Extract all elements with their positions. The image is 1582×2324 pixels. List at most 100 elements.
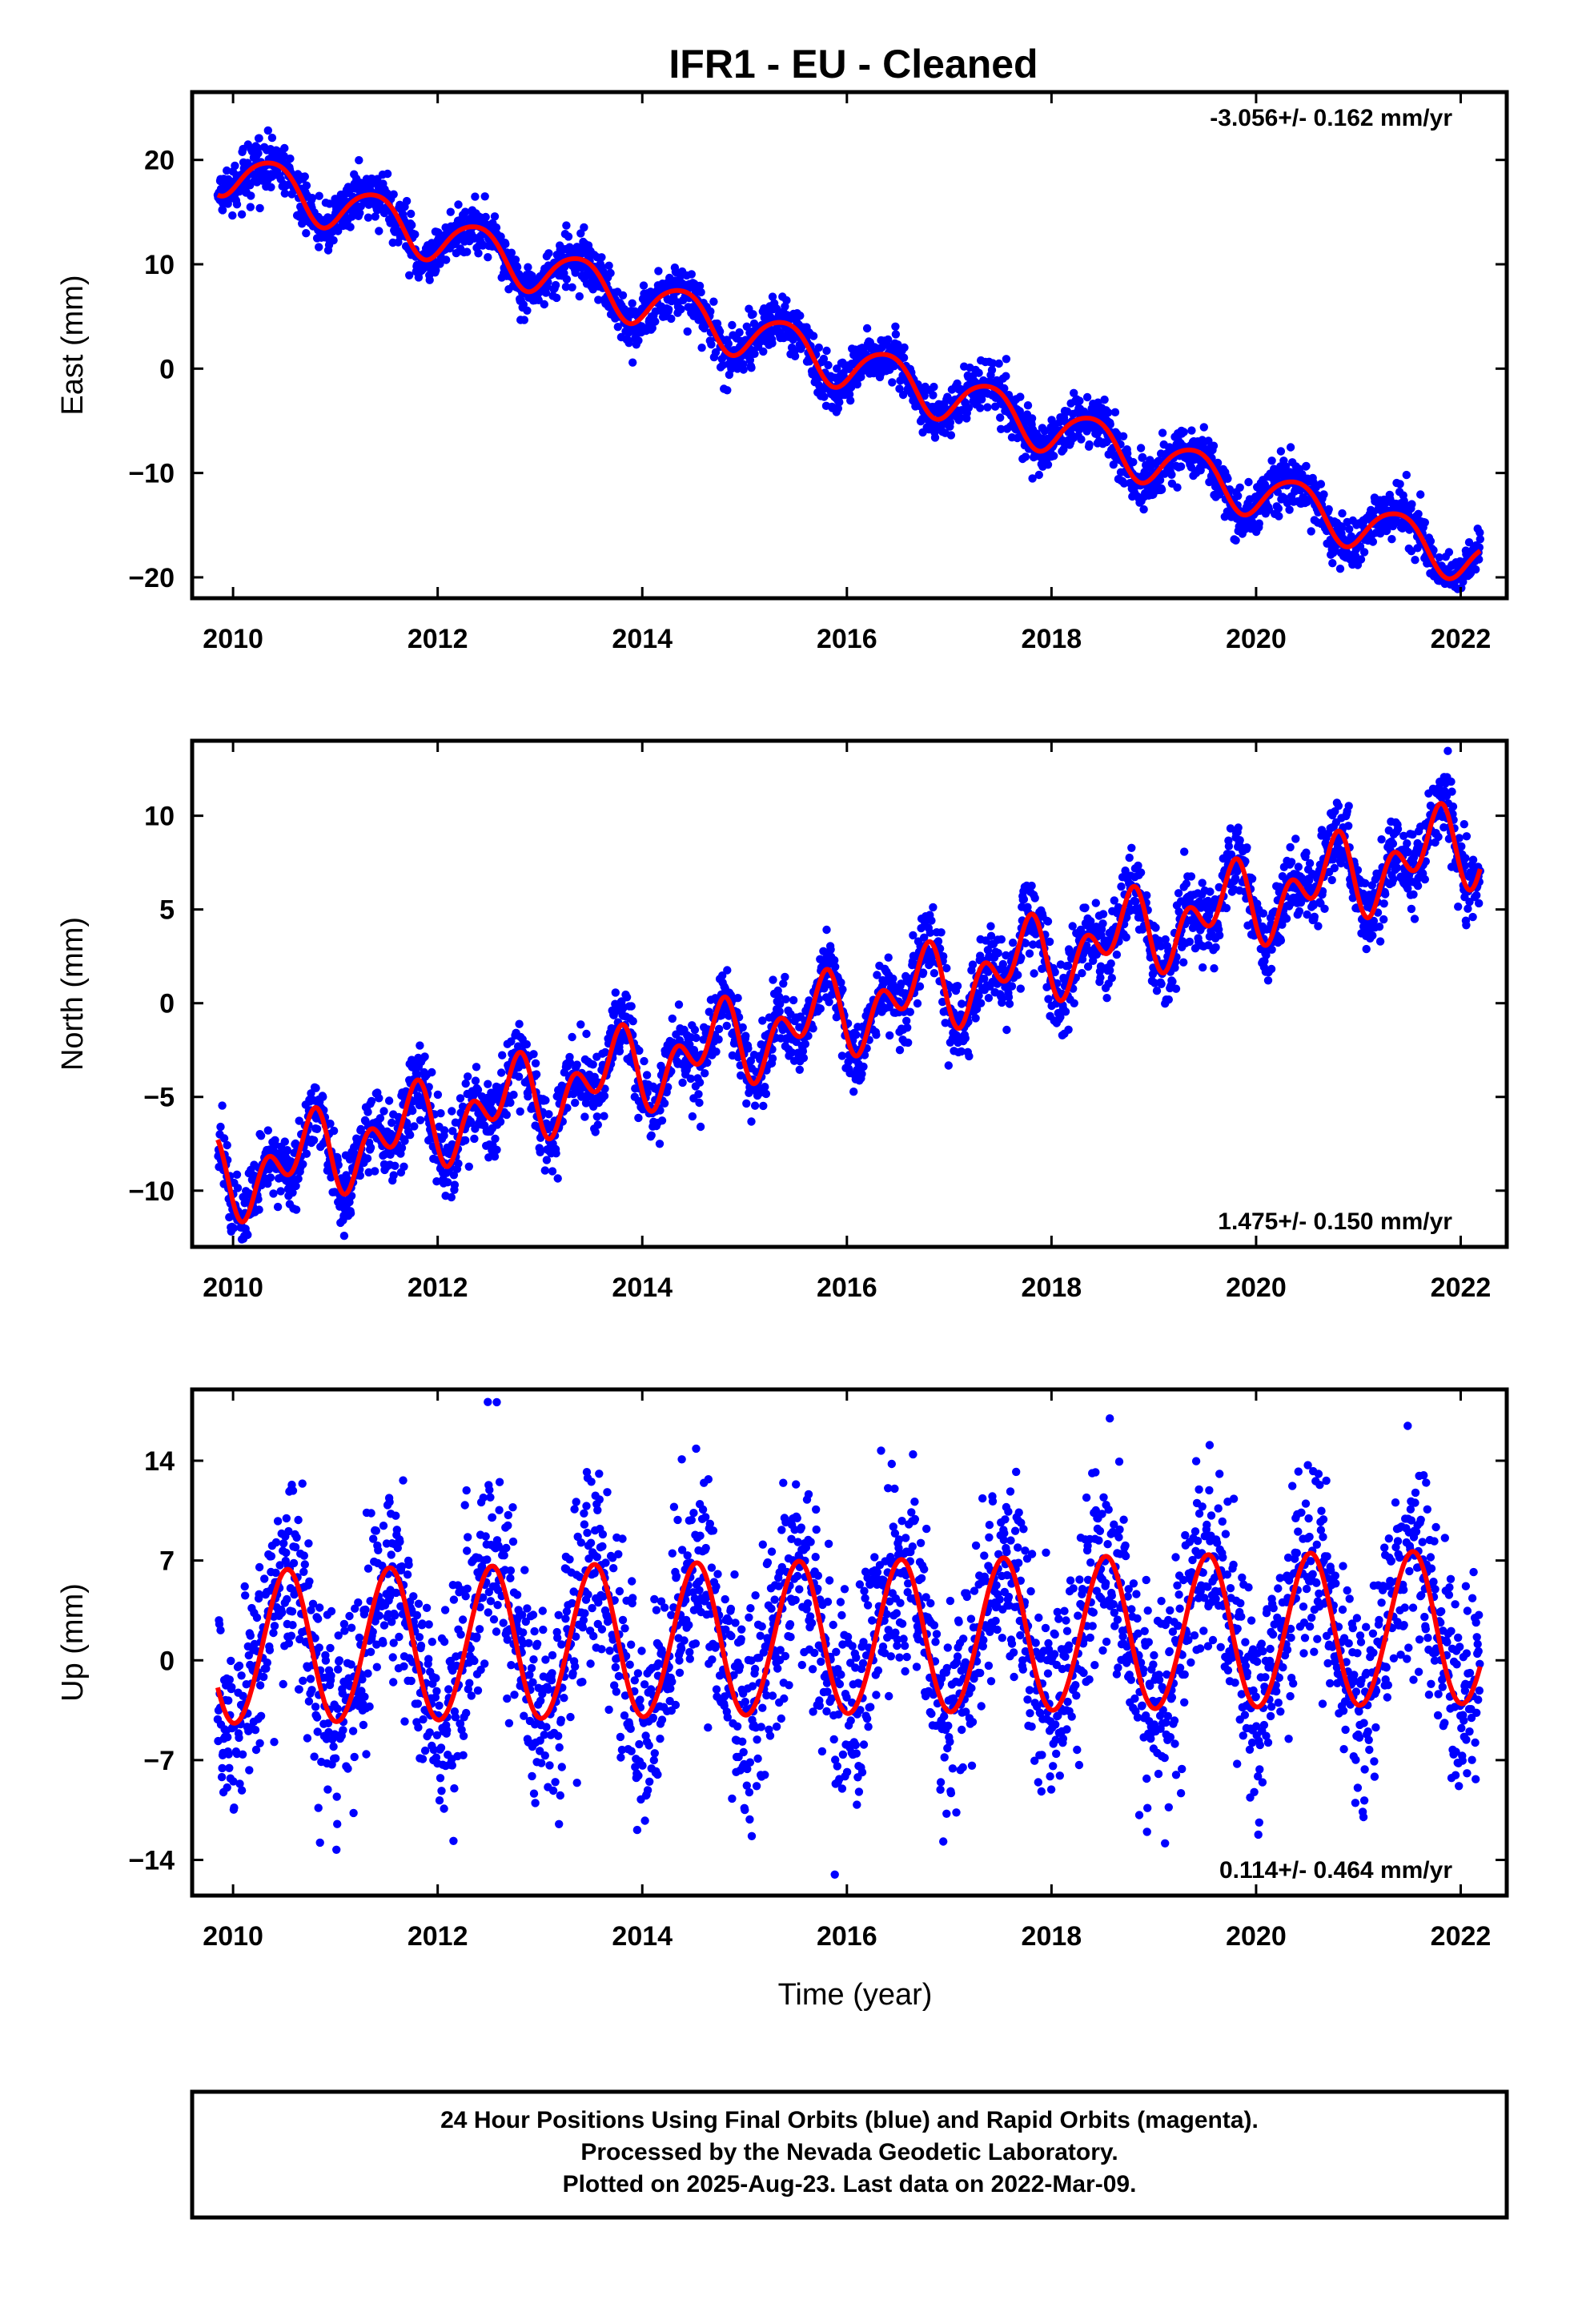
north-data-point [640,1056,648,1066]
north-data-point [801,1039,810,1048]
north-data-point [471,1076,480,1085]
east-data-point [747,364,756,372]
north-data-point [714,1024,724,1034]
north-data-point [742,1099,751,1108]
east-data-point [687,270,696,279]
north-data-point [1016,984,1026,993]
north-data-point [312,1124,322,1134]
north-data-point [611,988,620,997]
east-data-point [683,327,692,336]
east-data-point [355,155,363,165]
north-data-point [436,1109,445,1118]
east-data-point [255,134,263,143]
north-data-point [961,1034,970,1043]
north-data-point [615,1047,624,1056]
north-data-point [1019,895,1029,904]
north-data-point [593,1120,602,1129]
east-data-point [1050,452,1058,460]
north-data-point [389,1171,398,1180]
east-data-point [1075,396,1084,405]
north-data-point [375,1114,385,1123]
east-data-point [1199,423,1209,432]
north-data-point [255,1205,263,1214]
north-data-point [1098,919,1107,928]
east-data-point [1324,505,1333,514]
north-data-point [927,916,936,925]
north-data-point [997,935,1006,944]
north-data-point [276,1187,285,1196]
north-data-point [857,1069,866,1079]
east-data-point [606,268,615,278]
north-data-point [319,1092,327,1101]
north-data-point [822,925,831,935]
north-data-point [568,1032,576,1042]
east-y-tick-label: 10 [144,250,175,280]
east-data-point [411,230,420,239]
east-x-tick-label: 2020 [1226,624,1287,654]
east-data-point [231,161,239,171]
north-data-point [889,974,897,983]
east-data-point [1235,483,1244,492]
north-data-point [1064,1025,1073,1035]
north-data-point [723,966,732,975]
east-data-point [1255,519,1264,528]
north-data-point [588,1060,597,1069]
east-data-point [383,169,392,179]
east-data-point [724,340,733,348]
north-data-point [216,1122,225,1132]
east-data-point [782,296,791,305]
north-data-point [266,1173,275,1182]
north-data-point [461,1136,470,1145]
north-data-point [690,1025,700,1035]
east-data-point [1345,525,1354,533]
north-data-point [1122,933,1130,942]
north-data-point [761,1083,769,1092]
north-data-point [1030,969,1038,978]
east-x-tick-label: 2012 [408,624,468,654]
north-data-point [977,999,986,1007]
north-data-point [406,1131,415,1140]
east-data-point [255,203,264,213]
east-data-point [900,343,909,352]
north-data-point [1164,995,1174,1004]
east-x-tick-label: 2022 [1431,624,1492,654]
east-data-point [484,253,492,262]
north-data-point [309,1136,319,1145]
east-data-point [481,212,490,222]
east-data-point [824,360,833,370]
east-data-point [461,207,470,216]
north-data-point [516,1107,524,1116]
east-data-point [665,305,673,314]
north-data-point [363,1108,372,1116]
north-data-point [1008,939,1018,947]
east-data-point [1002,355,1011,364]
east-y-tick-label: 0 [159,354,175,384]
north-data-point [627,1002,636,1011]
north-data-point [1063,961,1073,971]
east-data-point [930,433,940,442]
north-data-point [529,1050,538,1059]
north-data-point [1106,959,1115,968]
east-data-point [307,194,317,203]
north-data-point [461,1079,470,1088]
north-data-point [464,1162,473,1172]
north-data-point [1107,974,1117,983]
east-data-point [1100,395,1109,404]
east-data-point [562,221,571,230]
north-data-point [600,1112,608,1120]
north-data-point [346,1208,355,1218]
north-data-point [937,928,946,937]
east-data-point [759,347,768,356]
north-data-point [674,1000,684,1009]
east-data-point [628,358,637,367]
north-data-point [243,1230,252,1240]
east-data-point [1476,535,1485,544]
east-data-point [302,229,311,238]
east-data-point [929,391,938,400]
east-data-point [750,349,759,358]
east-data-point [300,172,309,181]
north-data-point [789,995,798,1005]
north-data-point [825,998,833,1007]
north-data-point [678,1078,687,1088]
